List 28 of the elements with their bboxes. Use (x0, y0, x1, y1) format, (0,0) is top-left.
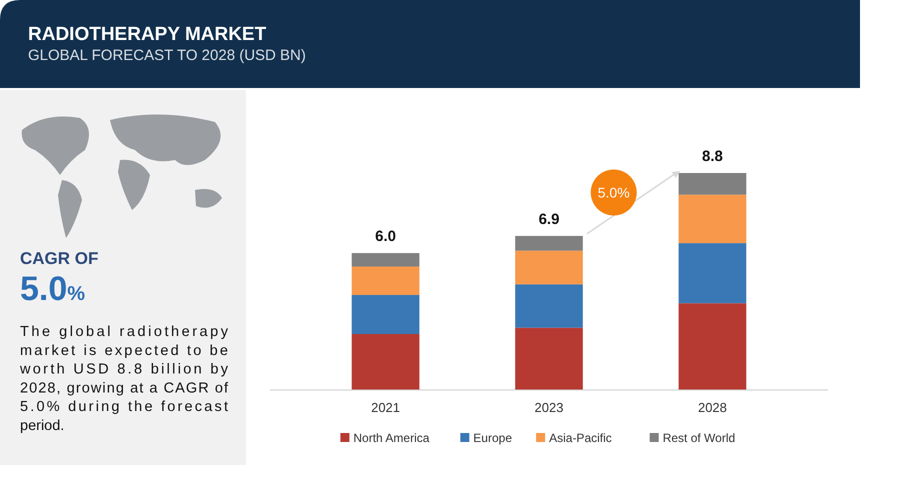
bar (678, 173, 746, 195)
x-tick-label: 2028 (698, 400, 727, 415)
legend-label: Rest of World (662, 431, 736, 445)
legend-label: Asia-Pacific (549, 431, 612, 445)
chart-title: RADIOTHERAPY MARKET (28, 24, 267, 45)
bar (515, 328, 583, 390)
bar (678, 303, 746, 390)
bar (352, 253, 420, 267)
annotation: 6.9 (538, 210, 560, 228)
annotation: 6.0 (375, 228, 396, 246)
chart-subtitle: GLOBAL FORECAST TO 2028 (USD BN) (28, 47, 306, 64)
bar (515, 236, 583, 251)
legend-label: Europe (473, 431, 512, 445)
bar (352, 294, 420, 334)
x-tick-label: 2021 (371, 400, 400, 415)
bar (352, 334, 420, 390)
annotation: 8.8 (702, 148, 723, 165)
bar (678, 194, 746, 244)
annotation: 5.0% (598, 184, 630, 200)
text: The global radiotherapy market is expected to be worth USD 8.8 billion by 2028, growing at a CAGR of 5.0% during the forecast period. (19, 324, 229, 434)
text: CAGR OF (20, 249, 98, 268)
bar (678, 243, 746, 304)
bar (515, 250, 583, 284)
bar (515, 284, 583, 328)
bar (352, 266, 420, 295)
text: 5.0% (20, 270, 86, 308)
legend-label: North America (353, 431, 430, 445)
x-tick-label: 2023 (534, 400, 564, 415)
